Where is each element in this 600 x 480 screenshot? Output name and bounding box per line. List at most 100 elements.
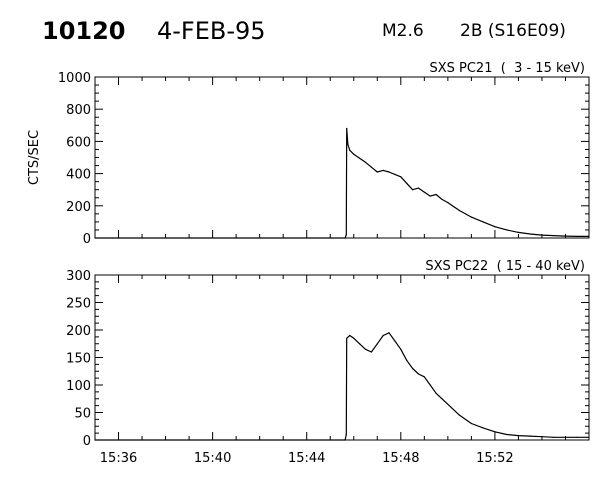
data-point <box>353 153 355 155</box>
data-point <box>529 233 531 235</box>
data-point <box>453 206 455 208</box>
data-point <box>541 234 543 236</box>
series-line-1 <box>95 127 589 239</box>
data-point <box>345 433 347 436</box>
data-point <box>482 427 484 429</box>
data-point <box>435 193 437 196</box>
x-tick-label: 15:52 <box>476 451 513 466</box>
y-tick-label: 150 <box>66 352 91 367</box>
data-point <box>529 435 531 437</box>
data-point <box>394 173 396 175</box>
data-point <box>564 436 567 438</box>
data-point <box>382 169 384 171</box>
panel-title-1: SXS PC21 ( 3 - 15 keV) <box>429 61 585 76</box>
data-point <box>346 127 348 130</box>
data-point <box>406 359 408 361</box>
y-tick-label: 600 <box>66 135 91 150</box>
data-point <box>459 414 461 416</box>
data-point <box>412 189 414 191</box>
data-point <box>400 176 402 178</box>
data-point <box>388 171 390 173</box>
data-point <box>447 202 449 204</box>
data-point <box>453 409 455 411</box>
data-point <box>344 439 346 441</box>
data-point <box>588 436 590 438</box>
y-tick-label: 300 <box>66 269 91 284</box>
data-point <box>470 422 472 425</box>
y-tick-label: 100 <box>66 379 91 394</box>
y-tick-label: 200 <box>66 200 91 215</box>
data-point <box>370 166 372 168</box>
data-point <box>441 398 443 400</box>
data-point <box>429 195 431 197</box>
data-point <box>576 436 578 438</box>
data-point <box>376 171 378 173</box>
plot-frame-2 <box>94 274 590 441</box>
y-tick-label: 200 <box>66 324 91 339</box>
data-point <box>388 332 390 334</box>
data-point <box>359 343 361 345</box>
data-point <box>482 221 484 223</box>
data-point <box>435 392 437 394</box>
data-point <box>423 191 425 193</box>
data-point <box>94 237 96 239</box>
data-point <box>406 182 408 184</box>
data-point <box>423 376 425 378</box>
y-axis-label: CTS/SEC <box>27 130 42 185</box>
y-tick-label: 1000 <box>58 71 91 86</box>
data-point <box>412 367 414 370</box>
data-point <box>576 235 578 237</box>
optical-class-region: 2B (S16E09) <box>460 21 566 41</box>
data-point <box>564 235 567 237</box>
data-point <box>394 340 396 342</box>
data-point <box>400 348 402 350</box>
data-point <box>346 337 348 339</box>
data-point <box>349 334 351 337</box>
data-point <box>506 229 508 231</box>
data-point <box>494 226 496 228</box>
data-point <box>541 436 543 438</box>
data-point <box>94 439 96 441</box>
data-point <box>349 149 351 151</box>
data-point <box>353 337 355 339</box>
y-tick-label: 50 <box>74 407 91 422</box>
data-point <box>588 235 590 237</box>
data-point <box>447 403 449 405</box>
event-date: 4-FEB-95 <box>157 17 266 45</box>
series-line-2 <box>95 332 589 441</box>
data-point <box>517 231 520 233</box>
data-point <box>345 234 347 236</box>
data-point <box>470 216 472 218</box>
data-point <box>417 187 420 189</box>
data-point <box>370 351 372 353</box>
y-tick-label: 0 <box>83 232 91 247</box>
data-point <box>364 348 367 350</box>
panel-title-2: SXS PC22 ( 15 - 40 keV) <box>425 259 585 274</box>
y-tick-label: 250 <box>66 297 91 312</box>
data-point <box>429 384 431 386</box>
y-tick-label: 0 <box>83 434 91 449</box>
data-point <box>459 210 461 212</box>
goes-class: M2.6 <box>382 21 424 41</box>
y-tick-label: 400 <box>66 168 91 183</box>
plot-frame-1 <box>94 76 590 239</box>
data-point <box>494 431 496 433</box>
data-point <box>441 198 443 200</box>
y-tick-label: 800 <box>66 103 91 118</box>
x-tick-label: 15:48 <box>382 451 419 466</box>
data-point <box>359 157 361 159</box>
data-point <box>517 435 520 437</box>
data-point <box>553 436 555 438</box>
x-tick-label: 15:36 <box>100 451 137 466</box>
data-point <box>382 334 384 337</box>
data-point <box>347 144 349 146</box>
data-point <box>344 237 346 239</box>
data-point <box>376 343 378 345</box>
data-point <box>553 235 555 237</box>
data-point <box>417 373 420 375</box>
data-point <box>506 433 508 436</box>
data-point <box>364 161 367 163</box>
x-tick-label: 15:44 <box>288 451 325 466</box>
x-tick-label: 15:40 <box>194 451 231 466</box>
